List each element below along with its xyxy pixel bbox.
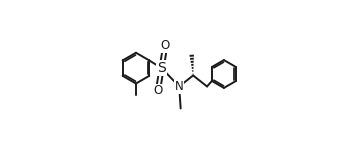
Text: O: O <box>161 39 170 52</box>
Text: S: S <box>157 61 166 75</box>
Text: N: N <box>175 80 184 93</box>
Text: O: O <box>153 84 162 97</box>
